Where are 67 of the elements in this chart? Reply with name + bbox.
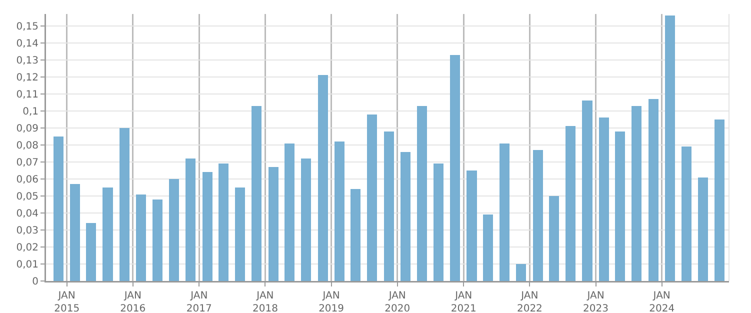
bar [284, 143, 294, 281]
bar [433, 164, 444, 281]
bar [268, 167, 278, 281]
y-tick-label: 0,05 [16, 191, 38, 202]
bar [218, 164, 228, 281]
y-tick-label: 0,12 [16, 72, 38, 84]
y-tick-label: 0,06 [16, 174, 38, 186]
bar [532, 150, 543, 281]
bar [186, 158, 196, 281]
bar [698, 177, 708, 281]
bar [664, 16, 676, 281]
bar [334, 142, 344, 281]
y-tick-label: 0,15 [16, 21, 38, 32]
bar [681, 146, 692, 281]
x-tick-label: JAN 2017 [186, 290, 212, 313]
y-tick-label: 0,04 [16, 208, 38, 220]
y-tick-label: 0,14 [16, 38, 38, 50]
bar [119, 128, 130, 281]
x-tick-label: JAN 2020 [384, 290, 410, 313]
bar [482, 214, 493, 281]
y-tick-label: 0 [32, 276, 38, 288]
bar [566, 126, 576, 281]
bar [86, 223, 96, 281]
bar [136, 194, 146, 281]
bar [384, 131, 394, 281]
x-tick-label: JAN 2016 [120, 290, 146, 313]
bar [168, 178, 180, 281]
x-tick-label: JAN 2021 [450, 290, 476, 313]
y-tick-label: 0,08 [16, 140, 38, 152]
x-tick-label: JAN 2015 [54, 290, 80, 313]
y-tick-label: 0,03 [16, 225, 38, 236]
bar [301, 158, 312, 281]
bar [350, 189, 361, 281]
bar [615, 131, 626, 281]
x-tick-label: JAN 2023 [583, 290, 608, 313]
y-tick-label: 0,11 [16, 89, 38, 100]
bar [416, 106, 427, 281]
x-tick-label: JAN 2022 [516, 290, 542, 313]
bar [450, 54, 460, 281]
bar [70, 184, 80, 281]
bar [252, 106, 262, 281]
y-tick-label: 0,01 [16, 259, 38, 270]
bar [548, 196, 559, 281]
x-tick-label: JAN 2019 [318, 290, 344, 313]
bar [648, 99, 658, 281]
bar [500, 143, 510, 281]
y-tick-label: 0,13 [16, 55, 38, 66]
y-tick-label: 0,1 [22, 106, 38, 118]
bar [318, 75, 328, 281]
bar [152, 199, 162, 281]
bar [367, 114, 378, 281]
bar [53, 136, 64, 281]
bar [632, 106, 642, 281]
bar [202, 172, 212, 281]
x-tick-label: JAN 2024 [649, 290, 675, 313]
bar [582, 100, 592, 281]
bar [400, 152, 411, 281]
bar [466, 170, 477, 281]
y-tick-label: 0,02 [16, 242, 38, 254]
y-tick-label: 0,09 [16, 123, 38, 134]
bar [102, 187, 113, 281]
x-tick-label: JAN 2018 [252, 290, 278, 313]
bar [516, 264, 526, 281]
bar [714, 119, 725, 281]
bar [598, 118, 609, 281]
bar [235, 187, 246, 281]
y-tick-label: 0,07 [16, 157, 38, 168]
